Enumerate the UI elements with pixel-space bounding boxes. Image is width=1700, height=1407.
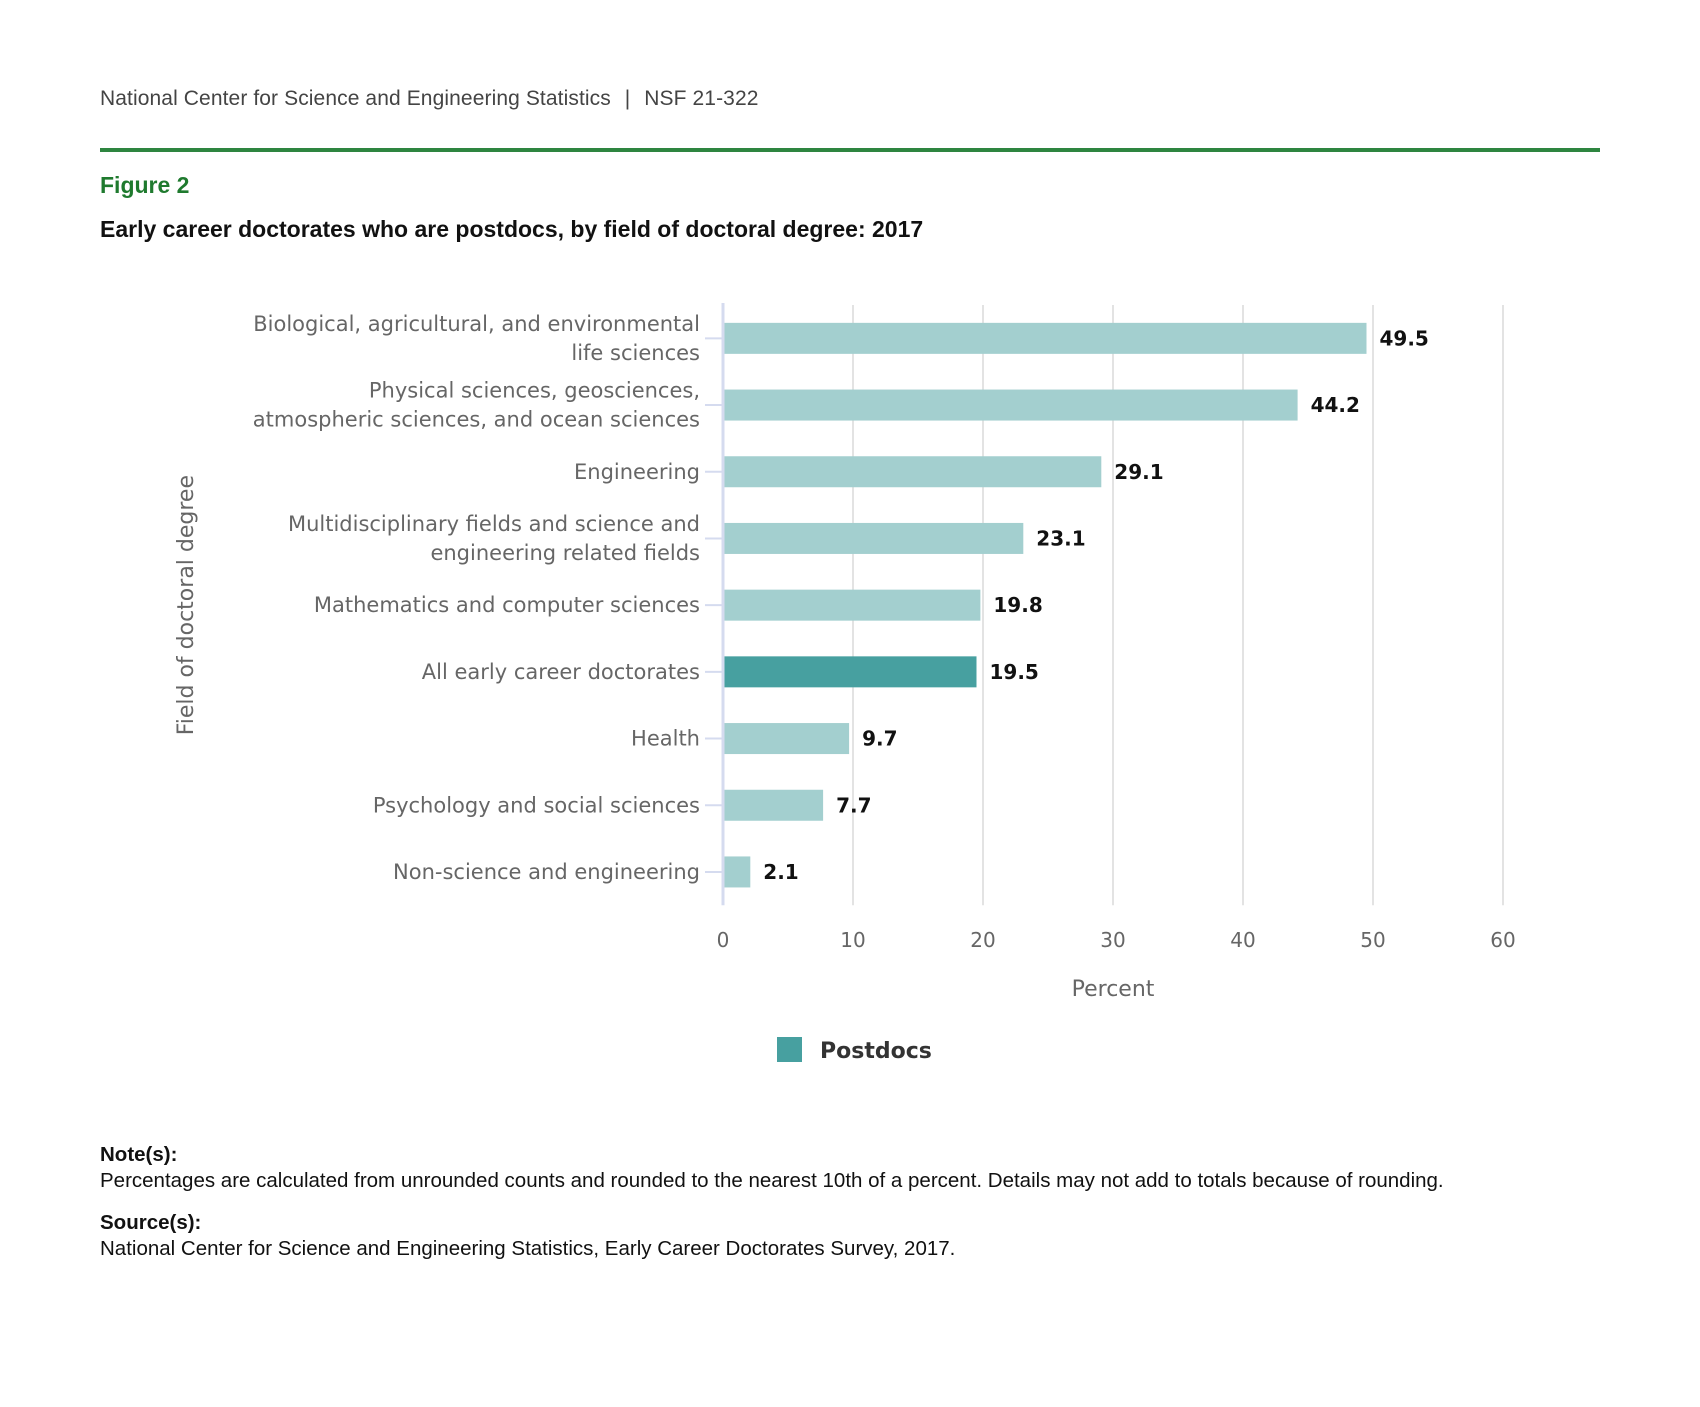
bar-chart: Biological, agricultural, and environmen… <box>174 303 1516 1064</box>
bars <box>724 322 1367 888</box>
bar-7 <box>724 789 824 821</box>
x-tick-label-40: 40 <box>1230 928 1255 952</box>
bar-6 <box>724 723 850 755</box>
report-header: National Center for Science and Engineer… <box>100 87 759 111</box>
category-label-8: Non-science and engineering <box>393 860 700 884</box>
notes-heading: Note(s): <box>100 1143 178 1166</box>
category-label-6: Health <box>631 727 700 751</box>
bar-2 <box>724 456 1102 488</box>
bar-1 <box>724 389 1298 421</box>
source-heading: Source(s): <box>100 1211 202 1234</box>
notes-section: Note(s): Percentages are calculated from… <box>100 1142 1600 1278</box>
header-rule <box>100 148 1600 152</box>
value-label-4: 19.8 <box>993 593 1042 617</box>
category-label-line: Psychology and social sciences <box>373 793 700 817</box>
category-label-line: Physical sciences, geosciences, <box>369 379 700 403</box>
value-label-3: 23.1 <box>1036 526 1085 550</box>
header-separator: | <box>624 87 631 110</box>
category-label-line: atmospheric sciences, and ocean sciences <box>253 408 700 432</box>
notes-text: Percentages are calculated from unrounde… <box>100 1169 1444 1192</box>
x-tick-label-0: 0 <box>717 928 730 952</box>
x-axis-title: Percent <box>1072 977 1155 1002</box>
legend-swatch-postdocs <box>777 1037 802 1062</box>
value-labels: 49.5 44.2 29.1 23.1 19.8 19.5 9.7 7.7 2.1 <box>763 326 1429 884</box>
category-label-4: Mathematics and computer sciences <box>314 593 700 617</box>
category-label-line: engineering related fields <box>430 541 700 565</box>
bar-3 <box>724 522 1024 554</box>
category-label-0: Biological, agricultural, and environmen… <box>253 312 700 365</box>
legend: Postdocs <box>777 1037 932 1064</box>
figure-title: Early career doctorates who are postdocs… <box>100 216 924 242</box>
category-label-line: Mathematics and computer sciences <box>314 593 700 617</box>
category-label-line: life sciences <box>571 341 700 365</box>
bar-0 <box>724 322 1367 354</box>
category-label-line: Engineering <box>574 460 700 484</box>
category-label-line: Biological, agricultural, and environmen… <box>253 312 700 336</box>
x-tick-labels: 0 10 20 30 40 50 60 <box>717 928 1516 952</box>
x-tick-label-30: 30 <box>1100 928 1125 952</box>
legend-label-postdocs: Postdocs <box>820 1039 932 1064</box>
value-label-6: 9.7 <box>862 727 897 751</box>
bar-8 <box>724 856 751 888</box>
category-label-1: Physical sciences, geosciences, atmospher… <box>253 379 700 432</box>
category-label-3: Multidisciplinary fields and science and… <box>288 512 700 565</box>
value-label-2: 29.1 <box>1114 460 1163 484</box>
x-tick-label-60: 60 <box>1490 928 1515 952</box>
source-text: National Center for Science and Engineer… <box>100 1237 956 1260</box>
category-label-line: Health <box>631 727 700 751</box>
bar-4 <box>724 589 981 621</box>
value-label-1: 44.2 <box>1311 393 1360 417</box>
category-label-5: All early career doctorates <box>422 660 700 684</box>
category-label-line: All early career doctorates <box>422 660 700 684</box>
x-tick-label-20: 20 <box>970 928 995 952</box>
y-axis <box>705 303 725 906</box>
value-label-5: 19.5 <box>990 660 1039 684</box>
value-label-8: 2.1 <box>763 860 798 884</box>
report-id: NSF 21-322 <box>644 87 759 110</box>
category-label-7: Psychology and social sciences <box>373 793 700 817</box>
value-label-0: 49.5 <box>1380 326 1429 350</box>
value-label-7: 7.7 <box>836 793 871 817</box>
bar-5 <box>724 656 977 688</box>
figure-number: Figure 2 <box>100 172 190 198</box>
y-axis-title: Field of doctoral degree <box>174 475 199 735</box>
category-label-line: Non-science and engineering <box>393 860 700 884</box>
category-label-2: Engineering <box>574 460 700 484</box>
category-label-line: Multidisciplinary fields and science and <box>288 512 700 536</box>
x-tick-label-50: 50 <box>1360 928 1385 952</box>
category-labels: Biological, agricultural, and environmen… <box>253 312 700 884</box>
x-tick-label-10: 10 <box>840 928 865 952</box>
org-name: National Center for Science and Engineer… <box>100 87 611 110</box>
